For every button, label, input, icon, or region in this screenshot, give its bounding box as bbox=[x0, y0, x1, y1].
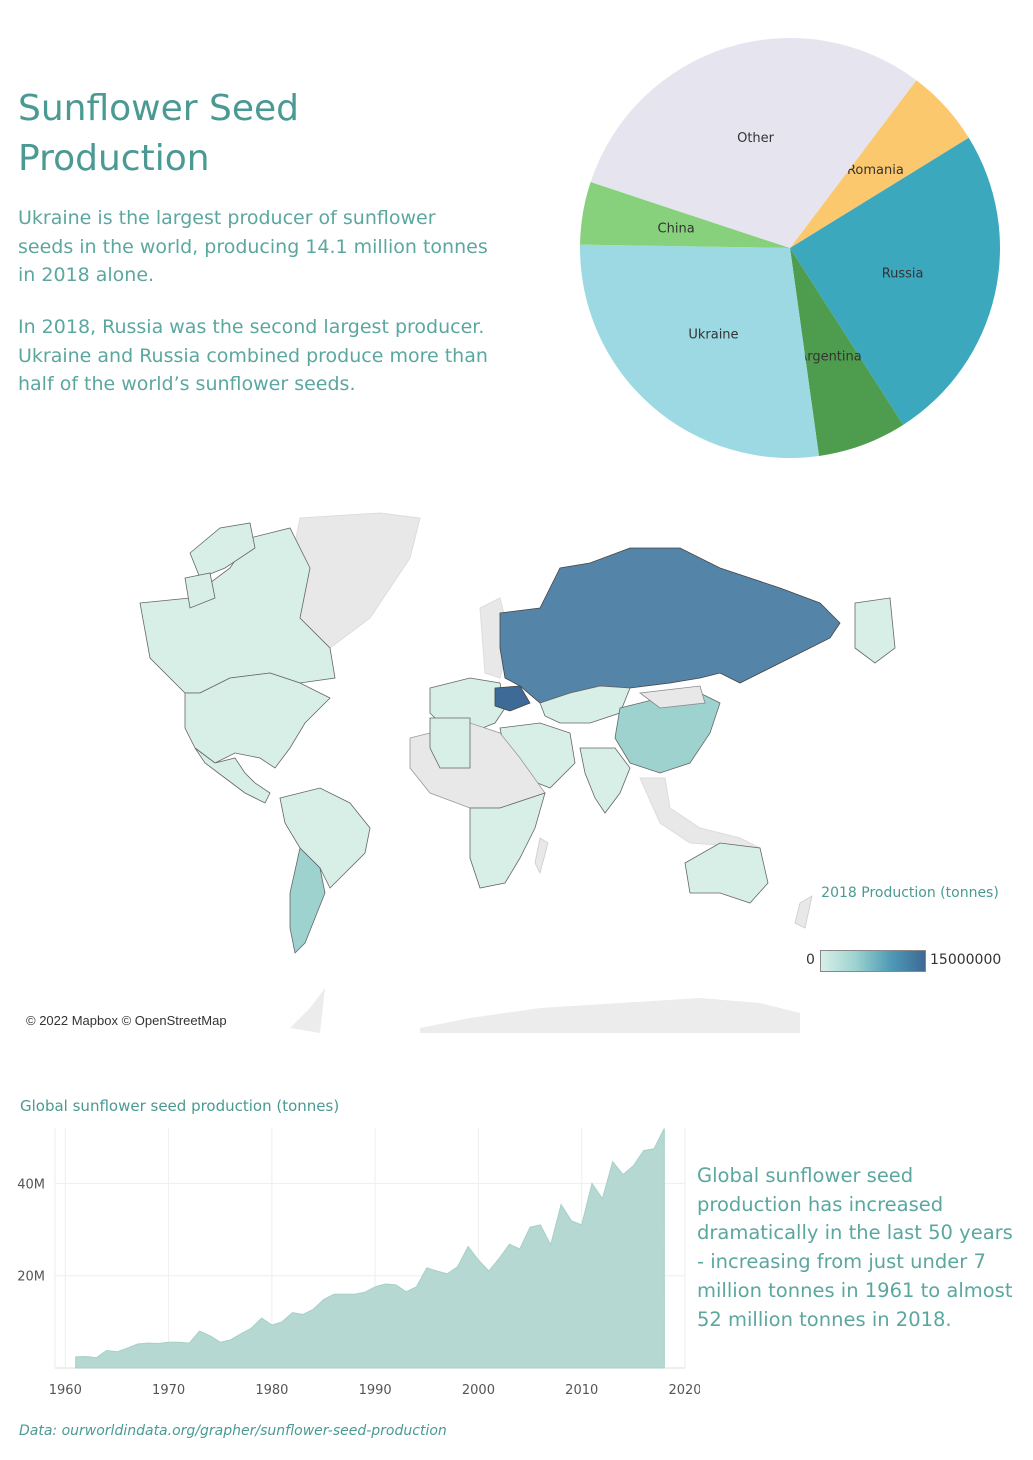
pie-label-other: Other bbox=[737, 131, 775, 146]
production-area[interactable] bbox=[75, 1128, 665, 1369]
x-tick-label: 1970 bbox=[152, 1383, 185, 1398]
country-mexico bbox=[194, 747, 271, 804]
pie-label-russia: Russia bbox=[882, 267, 924, 282]
pie-slice-romania[interactable] bbox=[790, 80, 969, 248]
growth-paragraph: Global sunflower seed production has inc… bbox=[697, 1164, 1013, 1331]
pie-slice-china[interactable] bbox=[580, 182, 790, 248]
map-legend: 2018 Production (tonnes) 0 15000000 bbox=[800, 882, 1010, 972]
russia-paragraph: In 2018, Russia was the second largest p… bbox=[18, 316, 488, 395]
x-tick-label: 2020 bbox=[668, 1383, 700, 1398]
country-argentina bbox=[289, 847, 326, 954]
pie-slice-russia[interactable] bbox=[790, 137, 1000, 425]
x-tick-label: 2010 bbox=[565, 1383, 598, 1398]
y-tick-label: 20M bbox=[17, 1270, 45, 1285]
pie-label-china: China bbox=[658, 222, 695, 237]
production-area-chart: 1960 1970 1980 1990 2000 2010 2020 20M 40M bbox=[17, 1128, 700, 1398]
y-tick-label: 40M bbox=[17, 1177, 45, 1192]
pie-slice-other[interactable] bbox=[590, 37, 917, 248]
producers-pie-chart: Romania Russia Argentina Ukraine China Other bbox=[580, 37, 1000, 458]
world-choropleth-map[interactable] bbox=[0, 508, 1033, 1038]
country-alaska bbox=[854, 597, 896, 664]
x-tick-label: 1990 bbox=[359, 1383, 392, 1398]
map-country-shapes bbox=[139, 512, 896, 1033]
pie-label-argentina: Argentina bbox=[798, 349, 861, 364]
page-title: Sunflower Seed Production bbox=[18, 88, 300, 179]
legend-max-label: 15000000 bbox=[930, 952, 1002, 968]
pie-slice-ukraine[interactable] bbox=[580, 244, 819, 458]
country-ukraine bbox=[494, 685, 531, 712]
legend-min-label: 0 bbox=[806, 952, 815, 968]
legend-color-ramp bbox=[820, 950, 926, 972]
x-tick-label: 1960 bbox=[49, 1383, 82, 1398]
country-australia bbox=[684, 842, 769, 904]
map-attribution[interactable]: © 2022 Mapbox © OpenStreetMap bbox=[24, 1013, 229, 1028]
x-tick-label: 1980 bbox=[255, 1383, 288, 1398]
region-antarctica bbox=[420, 998, 800, 1033]
country-india bbox=[579, 747, 631, 814]
pie-label-ukraine: Ukraine bbox=[688, 328, 738, 343]
intro-paragraph: Ukraine is the largest producer of sunfl… bbox=[18, 207, 488, 286]
pie-label-romania: Romania bbox=[847, 163, 904, 178]
x-tick-label: 2000 bbox=[462, 1383, 495, 1398]
country-russia bbox=[499, 547, 841, 704]
area-chart-title: Global sunflower seed production (tonnes… bbox=[20, 1097, 340, 1115]
legend-title: 2018 Production (tonnes) bbox=[821, 885, 999, 901]
data-source[interactable]: Data: ourworldindata.org/grapher/sunflow… bbox=[19, 1423, 447, 1439]
region-africa-south bbox=[469, 792, 546, 889]
pie-slice-argentina[interactable] bbox=[790, 248, 904, 456]
region-south-america bbox=[279, 787, 371, 889]
